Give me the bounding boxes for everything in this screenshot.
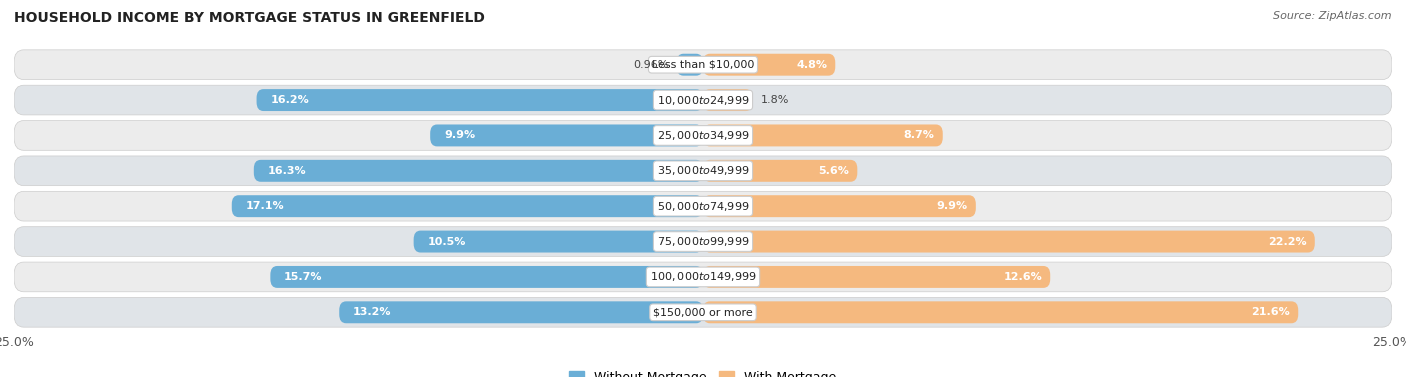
- Text: HOUSEHOLD INCOME BY MORTGAGE STATUS IN GREENFIELD: HOUSEHOLD INCOME BY MORTGAGE STATUS IN G…: [14, 11, 485, 25]
- Text: Less than $10,000: Less than $10,000: [652, 60, 754, 70]
- FancyBboxPatch shape: [413, 231, 703, 253]
- FancyBboxPatch shape: [14, 156, 1392, 185]
- Text: 8.7%: 8.7%: [904, 130, 935, 141]
- Text: 15.7%: 15.7%: [284, 272, 322, 282]
- FancyBboxPatch shape: [14, 192, 1392, 221]
- FancyBboxPatch shape: [703, 89, 752, 111]
- FancyBboxPatch shape: [430, 124, 703, 146]
- Text: 10.5%: 10.5%: [427, 236, 465, 247]
- Text: $50,000 to $74,999: $50,000 to $74,999: [657, 200, 749, 213]
- FancyBboxPatch shape: [14, 262, 1392, 292]
- Text: 5.6%: 5.6%: [818, 166, 849, 176]
- Text: 1.8%: 1.8%: [761, 95, 789, 105]
- Text: 0.96%: 0.96%: [633, 60, 668, 70]
- FancyBboxPatch shape: [232, 195, 703, 217]
- Text: 13.2%: 13.2%: [353, 307, 391, 317]
- Text: 9.9%: 9.9%: [936, 201, 967, 211]
- Text: 4.8%: 4.8%: [796, 60, 827, 70]
- Text: 16.2%: 16.2%: [270, 95, 309, 105]
- Text: 12.6%: 12.6%: [1004, 272, 1042, 282]
- Text: 9.9%: 9.9%: [444, 130, 475, 141]
- Text: Source: ZipAtlas.com: Source: ZipAtlas.com: [1274, 11, 1392, 21]
- Text: 17.1%: 17.1%: [246, 201, 284, 211]
- FancyBboxPatch shape: [703, 266, 1050, 288]
- FancyBboxPatch shape: [703, 231, 1315, 253]
- Text: 22.2%: 22.2%: [1268, 236, 1306, 247]
- FancyBboxPatch shape: [256, 89, 703, 111]
- Text: $100,000 to $149,999: $100,000 to $149,999: [650, 270, 756, 284]
- Legend: Without Mortgage, With Mortgage: Without Mortgage, With Mortgage: [564, 366, 842, 377]
- FancyBboxPatch shape: [703, 54, 835, 76]
- Text: $25,000 to $34,999: $25,000 to $34,999: [657, 129, 749, 142]
- Text: 16.3%: 16.3%: [267, 166, 307, 176]
- FancyBboxPatch shape: [14, 85, 1392, 115]
- FancyBboxPatch shape: [270, 266, 703, 288]
- Text: $75,000 to $99,999: $75,000 to $99,999: [657, 235, 749, 248]
- FancyBboxPatch shape: [676, 54, 703, 76]
- FancyBboxPatch shape: [703, 195, 976, 217]
- FancyBboxPatch shape: [703, 160, 858, 182]
- FancyBboxPatch shape: [14, 227, 1392, 256]
- Text: $10,000 to $24,999: $10,000 to $24,999: [657, 93, 749, 107]
- FancyBboxPatch shape: [14, 121, 1392, 150]
- FancyBboxPatch shape: [14, 297, 1392, 327]
- Text: 21.6%: 21.6%: [1251, 307, 1289, 317]
- FancyBboxPatch shape: [339, 301, 703, 323]
- Text: $150,000 or more: $150,000 or more: [654, 307, 752, 317]
- FancyBboxPatch shape: [703, 301, 1298, 323]
- FancyBboxPatch shape: [254, 160, 703, 182]
- FancyBboxPatch shape: [703, 124, 943, 146]
- FancyBboxPatch shape: [14, 50, 1392, 80]
- Text: $35,000 to $49,999: $35,000 to $49,999: [657, 164, 749, 177]
